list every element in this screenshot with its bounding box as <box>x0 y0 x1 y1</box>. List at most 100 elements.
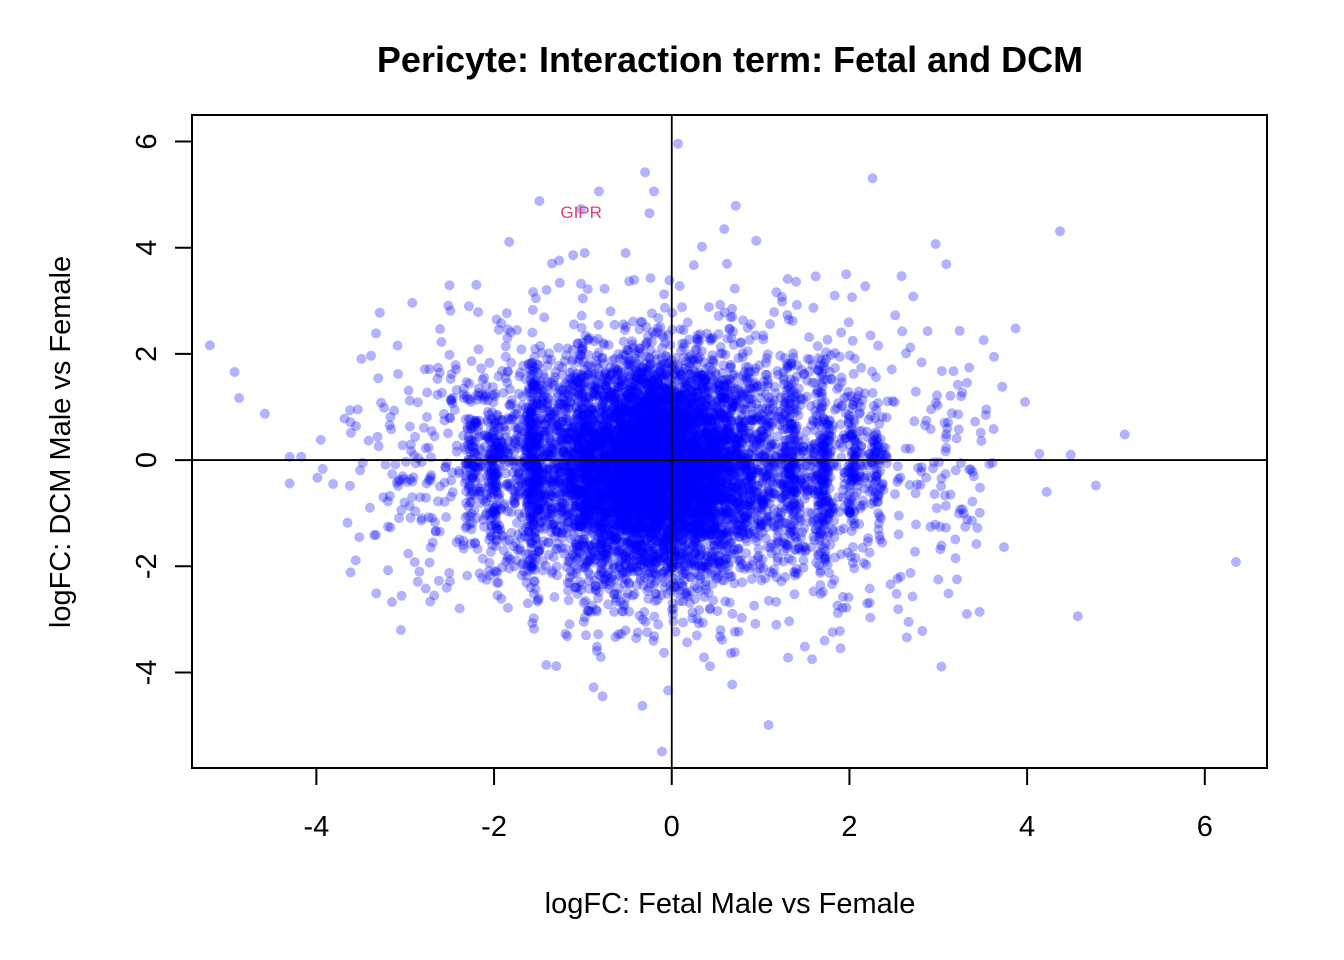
data-point <box>681 439 691 450</box>
data-point <box>534 503 545 514</box>
data-point <box>576 389 587 400</box>
data-point <box>606 529 617 540</box>
data-point <box>689 476 700 487</box>
data-point <box>691 524 702 535</box>
data-point <box>689 487 700 497</box>
data-point <box>724 507 735 518</box>
data-point <box>575 373 586 384</box>
data-point <box>590 430 601 441</box>
data-point <box>542 402 553 413</box>
data-point <box>696 469 707 480</box>
data-point <box>688 531 699 542</box>
data-point <box>734 504 745 515</box>
data-point <box>677 487 687 498</box>
data-point <box>631 529 641 540</box>
data-point <box>723 533 734 544</box>
data-point <box>626 476 637 487</box>
data-point <box>686 416 697 427</box>
data-point <box>665 475 676 486</box>
data-point <box>642 523 653 534</box>
data-point <box>673 505 684 516</box>
data-point <box>642 472 653 483</box>
data-point <box>700 416 711 426</box>
data-point <box>615 367 626 378</box>
data-point <box>683 401 693 412</box>
data-point <box>691 401 702 412</box>
data-point <box>618 519 629 530</box>
data-point <box>662 440 673 451</box>
data-point <box>582 504 593 515</box>
data-point <box>706 468 717 479</box>
data-point <box>736 612 747 623</box>
data-point <box>678 421 689 432</box>
data-point <box>654 548 664 559</box>
data-point <box>634 509 645 520</box>
data-point <box>707 390 718 401</box>
data-point <box>685 465 696 476</box>
data-point <box>652 491 662 502</box>
data-point <box>681 460 692 471</box>
data-point <box>651 477 662 488</box>
data-point <box>593 528 604 539</box>
data-point <box>632 539 642 550</box>
data-point <box>592 436 603 447</box>
data-point <box>612 392 623 403</box>
data-point <box>675 465 686 476</box>
data-point <box>699 652 709 663</box>
points-layer <box>204 138 1241 757</box>
data-point <box>645 428 656 439</box>
data-point <box>675 502 686 513</box>
data-point <box>638 418 649 429</box>
data-point <box>651 384 661 395</box>
data-point <box>548 472 559 483</box>
data-point <box>678 430 689 440</box>
data-point <box>622 475 633 486</box>
data-point <box>544 441 555 452</box>
data-point <box>692 501 703 512</box>
data-point <box>652 513 663 524</box>
data-point <box>675 414 686 425</box>
data-point <box>684 558 695 569</box>
data-point <box>651 453 662 464</box>
data-point <box>730 427 741 438</box>
data-point <box>614 482 625 493</box>
data-point <box>680 483 691 494</box>
data-point <box>615 481 626 492</box>
data-point <box>612 466 623 477</box>
data-point <box>572 588 583 599</box>
data-point <box>588 516 599 527</box>
data-point <box>628 405 638 416</box>
data-point <box>699 417 710 427</box>
data-point <box>612 396 623 407</box>
data-point <box>682 395 693 406</box>
data-point <box>639 482 650 493</box>
data-point <box>623 420 634 431</box>
data-point <box>651 450 662 461</box>
data-point <box>652 477 663 488</box>
data-point <box>641 415 652 426</box>
data-point <box>626 519 637 530</box>
data-point <box>612 588 623 599</box>
data-point <box>671 426 682 437</box>
data-point <box>555 467 566 477</box>
data-point <box>623 354 634 365</box>
data-point <box>581 469 592 480</box>
data-point <box>660 517 671 528</box>
data-point <box>644 464 655 475</box>
data-point <box>676 390 687 401</box>
data-point <box>657 541 668 552</box>
data-point <box>609 606 620 617</box>
data-point <box>655 513 666 524</box>
data-point <box>641 465 652 476</box>
data-point <box>650 436 660 447</box>
data-point <box>608 531 619 542</box>
data-point <box>636 555 646 566</box>
data-point <box>708 546 719 557</box>
data-point <box>648 375 659 386</box>
data-point <box>629 524 640 535</box>
data-point <box>564 508 575 519</box>
data-point <box>719 428 730 439</box>
data-point <box>646 445 657 456</box>
data-point <box>613 461 624 472</box>
data-point <box>561 477 572 488</box>
